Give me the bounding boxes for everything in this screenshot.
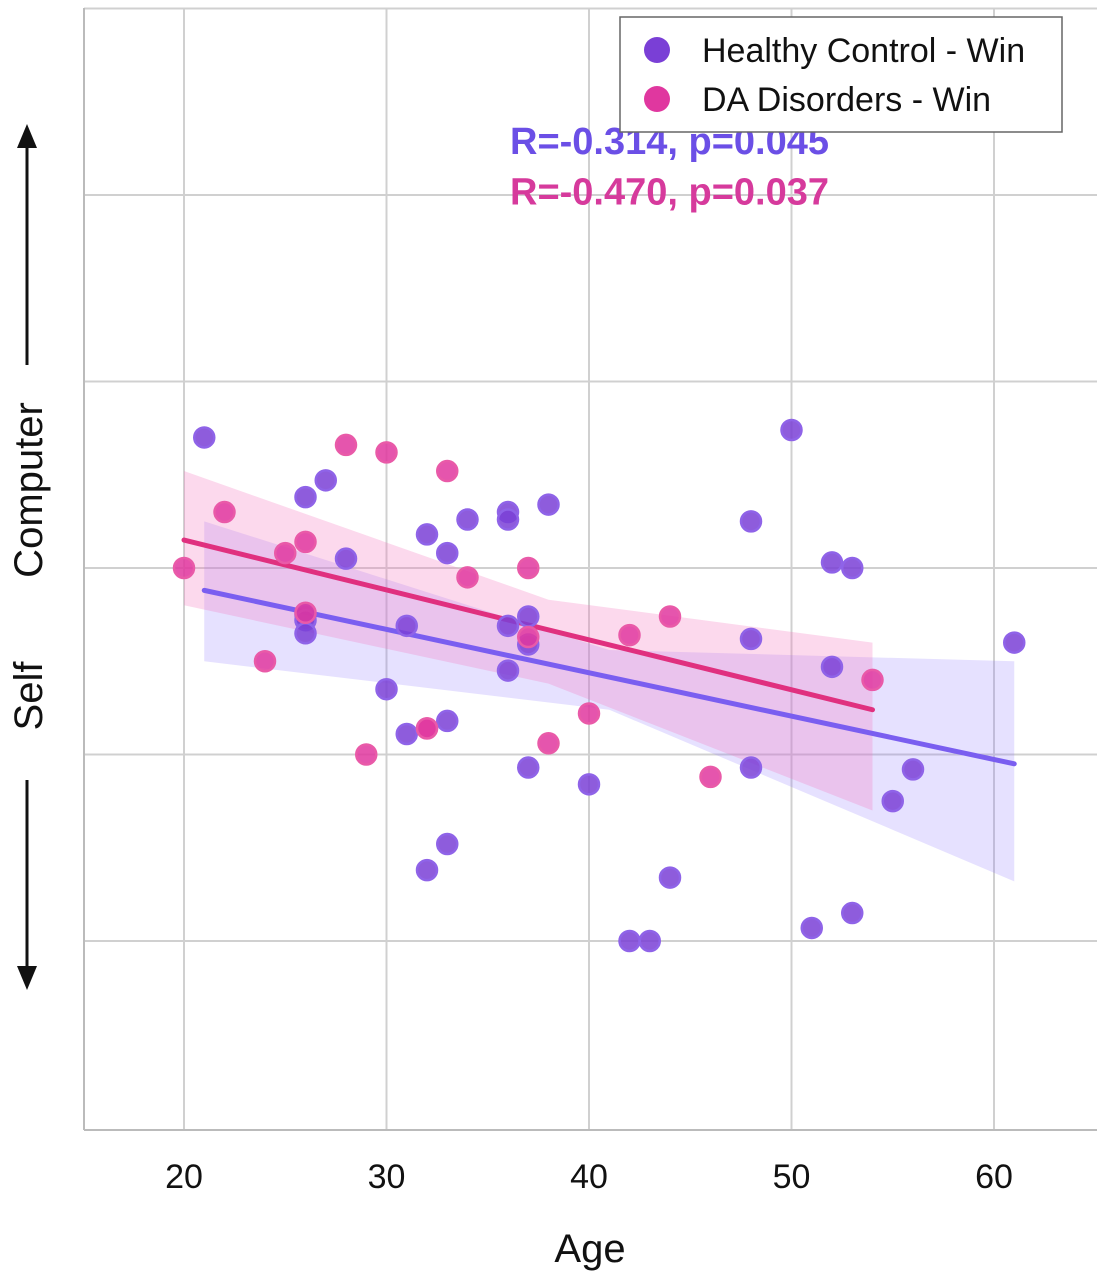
data-point	[415, 523, 439, 546]
arrow-up-icon	[17, 124, 37, 148]
x-tick-label: 30	[368, 1158, 406, 1196]
data-point	[739, 627, 763, 651]
data-point	[820, 551, 844, 574]
data-point	[841, 556, 864, 580]
data-point	[517, 756, 540, 779]
axes: 20 30 40 50 60	[83, 8, 1097, 1196]
data-point	[375, 677, 398, 701]
y-axis-direction-indicator: Computer Self	[7, 124, 51, 990]
data-point	[739, 510, 763, 533]
data-point	[294, 601, 317, 625]
y-axis-label-self: Self	[7, 661, 51, 731]
legend-box	[619, 16, 1063, 133]
x-tick-label: 50	[773, 1158, 811, 1196]
data-point	[780, 418, 803, 442]
data-point	[658, 605, 682, 628]
data-point	[820, 655, 844, 679]
confidence-band	[204, 521, 1015, 882]
data-point	[517, 556, 540, 580]
data-point	[294, 622, 317, 645]
data-point	[496, 508, 520, 531]
data-point	[334, 433, 358, 457]
data-point	[274, 541, 297, 565]
data-point	[496, 659, 520, 682]
data-point	[739, 756, 763, 779]
data-point	[699, 765, 722, 789]
data-point	[496, 614, 520, 638]
data-point	[436, 832, 459, 856]
data-point	[881, 789, 904, 813]
data-point	[415, 858, 439, 882]
x-tick-label: 60	[975, 1158, 1013, 1196]
data-point	[294, 530, 317, 554]
x-tick-label: 20	[165, 1158, 203, 1196]
data-point	[537, 493, 560, 516]
arrow-down-icon	[17, 966, 37, 990]
data-point	[395, 722, 418, 746]
data-point	[901, 758, 925, 781]
data-point	[213, 500, 236, 524]
data-point	[618, 929, 641, 953]
data-point	[537, 732, 560, 755]
data-point	[577, 702, 601, 725]
data-point	[618, 623, 641, 647]
data-point	[294, 485, 317, 509]
regression-line	[201, 587, 1017, 767]
correlation-annotation-da: R=-0.470, p=0.037	[510, 171, 829, 213]
data-point	[355, 743, 378, 766]
legend-marker-healthy	[644, 37, 670, 63]
data-point	[517, 625, 540, 649]
data-point	[436, 709, 459, 733]
x-axis-title: Age	[554, 1227, 625, 1271]
y-axis-label-computer: Computer	[7, 402, 51, 578]
data-point	[395, 614, 418, 638]
data-point	[861, 668, 884, 692]
data-point	[456, 566, 479, 589]
data-point	[334, 547, 358, 570]
data-point	[517, 605, 540, 628]
data-point	[841, 901, 864, 925]
legend-label-da: DA Disorders - Win	[702, 81, 991, 119]
data-point	[172, 556, 196, 580]
data-point	[577, 773, 601, 796]
data-point	[436, 459, 459, 483]
data-point	[436, 541, 459, 565]
data-point	[253, 650, 277, 673]
data-point	[658, 866, 682, 889]
data-point	[638, 929, 661, 953]
data-point	[314, 469, 337, 492]
legend: Healthy Control - Win DA Disorders - Win	[619, 16, 1063, 133]
data-point	[375, 441, 398, 464]
data-point	[1003, 631, 1026, 654]
legend-marker-da	[644, 86, 670, 112]
grid-layer	[84, 7, 1097, 1130]
data-point	[415, 717, 439, 740]
data-points	[172, 418, 1026, 953]
data-point	[800, 916, 823, 940]
data-point	[456, 508, 479, 531]
legend-label-healthy: Healthy Control - Win	[702, 32, 1025, 70]
x-tick-label: 40	[570, 1158, 608, 1196]
data-point	[193, 426, 216, 449]
